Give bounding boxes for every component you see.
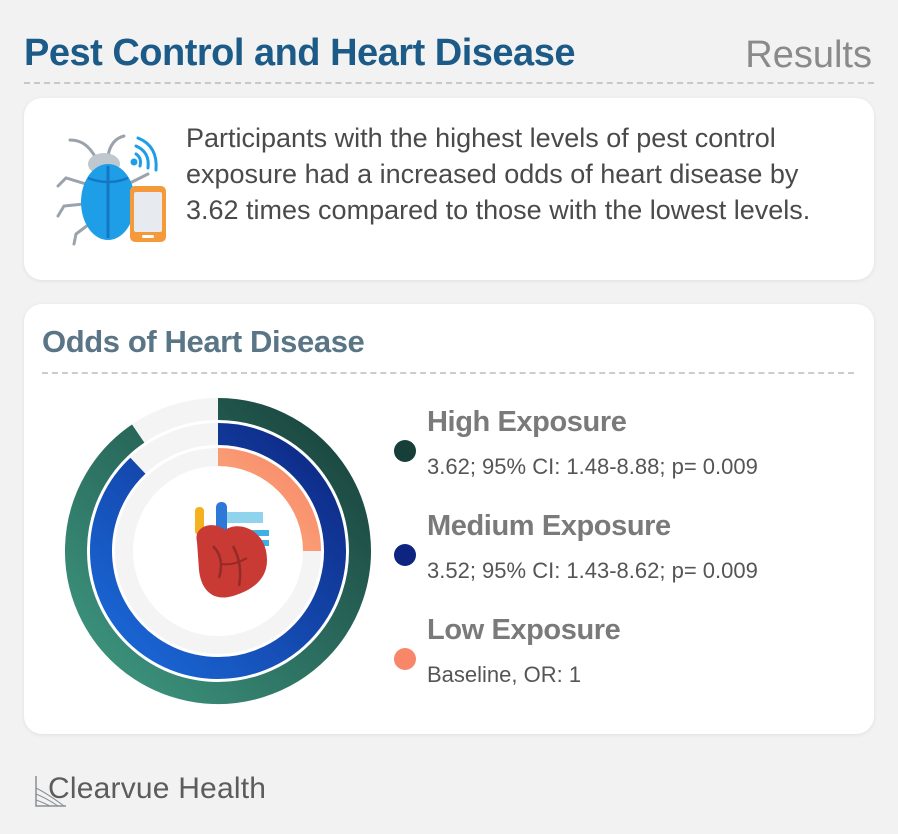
legend-marker — [394, 648, 416, 670]
radial-bar-medium-exposure — [90, 423, 346, 679]
legend-item-low: Low Exposure Baseline, OR: 1 — [394, 610, 864, 714]
radial-bar-chart — [64, 398, 371, 704]
section-label: Results — [745, 34, 872, 76]
finding-text: Participants with the highest levels of … — [186, 123, 811, 225]
legend-series-name: Medium Exposure — [427, 510, 671, 542]
legend-series-name: High Exposure — [427, 406, 627, 438]
legend-series-name: Low Exposure — [427, 614, 621, 646]
brand-name: Clearvue Health — [48, 772, 267, 805]
radial-bar-high-exposure — [64, 398, 371, 704]
chart-title: Odds of Heart Disease — [42, 324, 365, 359]
legend-item-high: High Exposure 3.62; 95% CI: 1.48-8.88; p… — [394, 402, 864, 506]
legend-series-stat: Baseline, OR: 1 — [427, 662, 582, 687]
chart-divider — [42, 372, 854, 374]
chart-legend: High Exposure 3.62; 95% CI: 1.48-8.88; p… — [394, 402, 864, 714]
legend-series-stat: 3.52; 95% CI: 1.43-8.62; p= 0.009 — [427, 558, 758, 583]
radial-bar-low-exposure — [217, 448, 321, 552]
brand-footer: Clearvue Health — [34, 770, 334, 810]
page-header: Pest Control and Heart Disease Results — [24, 24, 874, 84]
clearvue-logo-icon — [35, 776, 66, 807]
legend-series-stat: 3.62; 95% CI: 1.48-8.88; p= 0.009 — [427, 454, 758, 479]
heart-icon — [195, 502, 269, 598]
legend-item-medium: Medium Exposure 3.52; 95% CI: 1.43-8.62;… — [394, 506, 864, 610]
finding-card: Participants with the highest levels of … — [24, 98, 874, 280]
cockroach-phone-icon — [56, 134, 166, 246]
page-title: Pest Control and Heart Disease — [24, 32, 575, 74]
chart-card: Odds of Heart Disease High Exposure 3.62… — [24, 304, 874, 734]
legend-marker — [394, 440, 416, 462]
legend-marker — [394, 544, 416, 566]
